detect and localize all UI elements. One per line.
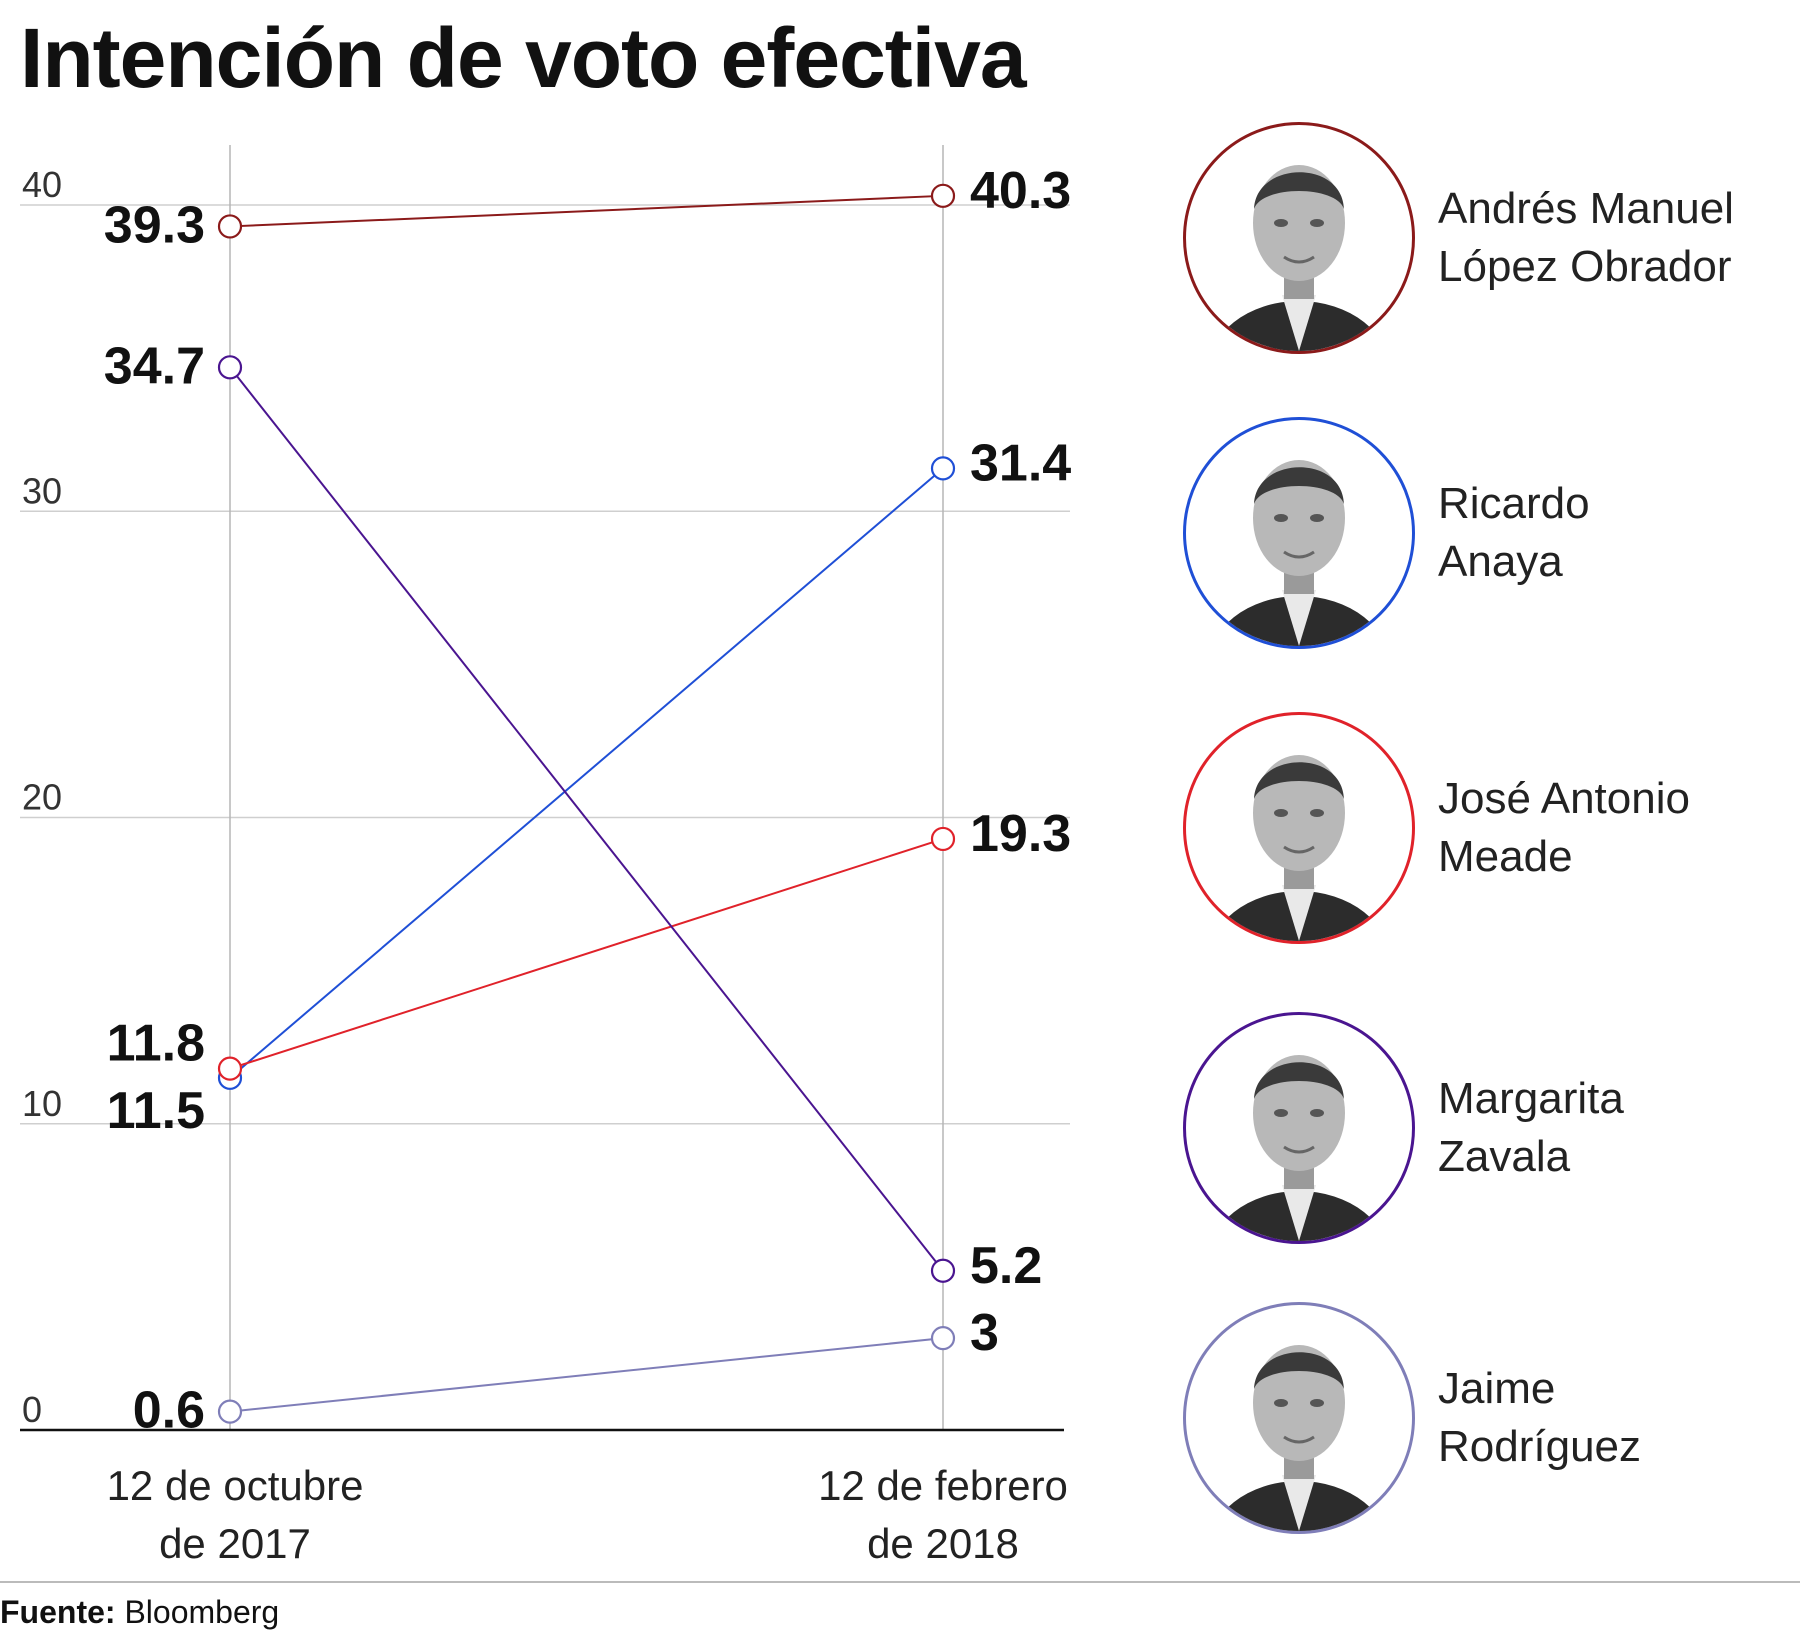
data-point <box>930 826 956 852</box>
x-tick-label: de 2017 <box>159 1520 311 1567</box>
candidate-name: Margarita Zavala <box>1438 1070 1778 1186</box>
page-title: Intención de voto efectiva <box>20 11 1027 105</box>
series-line <box>229 366 944 1272</box>
data-point <box>930 1326 956 1351</box>
data-label: 11.8 <box>107 1015 205 1073</box>
person-silhouette-icon <box>1211 1345 1387 1531</box>
source-note: Fuente: Bloomberg <box>0 1594 279 1631</box>
data-label: 31.4 <box>970 434 1071 492</box>
series-line <box>229 467 944 1079</box>
candidate-name-line: Zavala <box>1438 1132 1571 1181</box>
data-label: 19.3 <box>970 805 1071 863</box>
candidate-name-line: López Obrador <box>1438 242 1732 291</box>
data-label: 0.6 <box>133 1382 205 1440</box>
series-line <box>229 1337 944 1413</box>
series-line <box>229 837 944 1070</box>
slope-chart: 0 10 20 30 40 12 de octubre de 2017 12 de febre… <box>20 145 1071 1567</box>
person-silhouette-icon <box>1211 165 1387 351</box>
y-tick-label: 0 <box>22 1389 42 1430</box>
candidate-name-line: Jaime <box>1438 1364 1556 1413</box>
candidate-name: Andrés Manuel López Obrador <box>1438 180 1778 296</box>
data-point <box>217 1399 243 1424</box>
candidate-portrait <box>1183 1302 1415 1534</box>
candidate-portrait <box>1183 122 1415 354</box>
candidate-portrait <box>1183 1012 1415 1244</box>
person-silhouette-icon <box>1211 1055 1387 1241</box>
data-point <box>930 1258 956 1283</box>
source-value: Bloomberg <box>124 1594 280 1630</box>
x-tick-label: de 2018 <box>867 1520 1019 1567</box>
data-label: 34.7 <box>104 337 205 395</box>
data-point <box>217 214 243 239</box>
data-point <box>217 1056 243 1081</box>
candidate-name: Ricardo Anaya <box>1438 475 1778 591</box>
x-tick-label: 12 de febrero <box>818 1462 1068 1509</box>
person-silhouette-icon <box>1211 460 1387 646</box>
candidate-name: José Antonio Meade <box>1438 770 1778 886</box>
candidate-anaya: Ricardo Anaya <box>1183 417 1783 657</box>
candidate-name-line: Margarita <box>1438 1074 1624 1123</box>
y-tick-label: 40 <box>22 164 62 205</box>
candidate-name: Jaime Rodríguez <box>1438 1360 1778 1476</box>
data-point <box>930 183 956 208</box>
candidate-name-line: Anaya <box>1438 537 1563 586</box>
candidate-name-line: Ricardo <box>1438 479 1590 528</box>
series-line <box>229 194 944 228</box>
candidate-amlo: Andrés Manuel López Obrador <box>1183 122 1783 362</box>
y-tick-label: 10 <box>22 1083 62 1124</box>
x-tick-label: 12 de octubre <box>107 1462 364 1509</box>
data-label: 11.5 <box>107 1082 205 1140</box>
data-label: 40.3 <box>970 162 1071 220</box>
source-label: Fuente: <box>0 1594 116 1630</box>
data-label: 3 <box>970 1304 999 1362</box>
data-label: 5.2 <box>970 1237 1042 1295</box>
data-point <box>217 355 243 380</box>
candidate-name-line: Meade <box>1438 832 1573 881</box>
candidate-name-line: Rodríguez <box>1438 1422 1642 1471</box>
candidate-name-line: José Antonio <box>1438 774 1690 823</box>
y-tick-label: 20 <box>22 777 62 818</box>
candidate-name-line: Andrés Manuel <box>1438 184 1734 233</box>
candidate-portrait <box>1183 712 1415 944</box>
candidate-rodriguez: Jaime Rodríguez <box>1183 1302 1783 1542</box>
candidate-portrait <box>1183 417 1415 649</box>
candidate-zavala: Margarita Zavala <box>1183 1012 1783 1252</box>
data-label: 39.3 <box>104 196 205 254</box>
person-silhouette-icon <box>1211 755 1387 941</box>
candidate-meade: José Antonio Meade <box>1183 712 1783 952</box>
data-point <box>930 456 956 481</box>
y-tick-label: 30 <box>22 470 62 511</box>
footer-divider <box>0 1581 1800 1583</box>
